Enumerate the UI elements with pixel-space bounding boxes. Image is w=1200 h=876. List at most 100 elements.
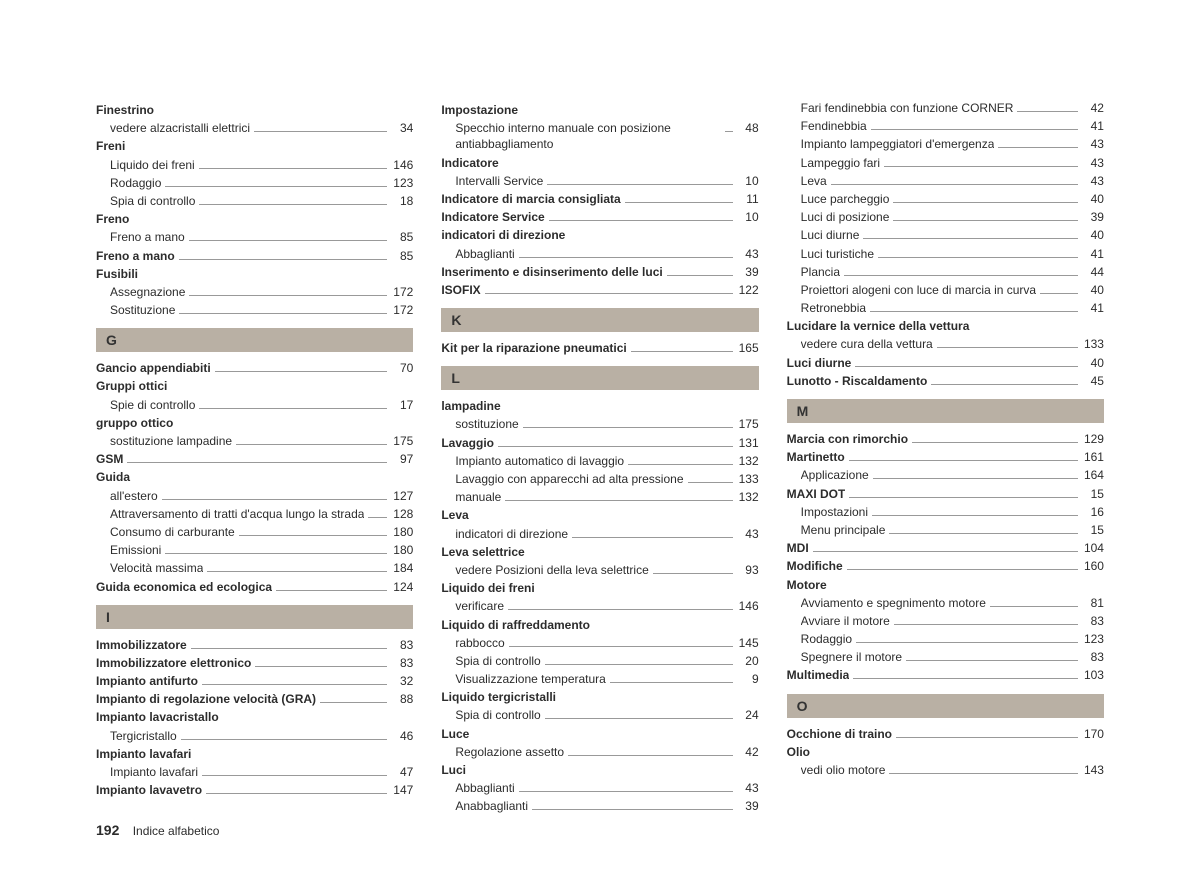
index-entry-page: 132 [737,489,759,505]
index-entry-page: 132 [737,453,759,469]
index-entry-page: 11 [737,191,759,207]
leader-line [849,460,1078,461]
leader-line [202,684,387,685]
index-entry-label: Leva [801,173,827,189]
index-entry-page: 17 [391,397,413,413]
index-entry-label: Gancio appendiabiti [96,360,211,376]
index-entry-label: Impostazioni [801,504,868,520]
leader-line [179,259,388,260]
index-entry-page: 104 [1082,540,1104,556]
index-entry: Freno a mano85 [96,248,413,264]
index-entry-page: 93 [737,562,759,578]
leader-line [320,702,387,703]
index-heading: Impostazione [441,102,758,118]
leader-line [199,168,388,169]
index-entry-page: 70 [391,360,413,376]
leader-line [509,646,733,647]
index-heading: Olio [787,744,1104,760]
index-heading: Luci [441,762,758,778]
index-entry-page: 85 [391,248,413,264]
leader-line [165,186,387,187]
index-entry-page: 175 [391,433,413,449]
page-footer: 192 Indice alfabetico [96,822,219,838]
index-entry: Immobilizzatore83 [96,637,413,653]
index-entry: Guida economica ed ecologica124 [96,579,413,595]
index-heading: Motore [787,577,1104,593]
index-entry: Impianto lavavetro147 [96,782,413,798]
index-entry: vedi olio motore143 [787,762,1104,778]
index-entry: Attraversamento di tratti d'acqua lungo … [96,506,413,522]
index-entry-page: 81 [1082,595,1104,611]
index-entry-page: 160 [1082,558,1104,574]
index-entry-label: Immobilizzatore [96,637,187,653]
index-entry: Impianto lampeggiatori d'emergenza43 [787,136,1104,152]
index-heading: Freno [96,211,413,227]
index-entry: Sostituzione172 [96,302,413,318]
index-entry-page: 15 [1082,522,1104,538]
index-entry-label: Spegnere il motore [801,649,902,665]
index-entry-page: 43 [737,526,759,542]
leader-line [856,642,1078,643]
index-entry: Visualizzazione temperatura9 [441,671,758,687]
index-entry-label: Indicatore Service [441,209,544,225]
leader-line [207,571,387,572]
leader-line [508,609,733,610]
index-entry-page: 143 [1082,762,1104,778]
index-entry-label: all'estero [110,488,158,504]
index-entry: Impianto automatico di lavaggio132 [441,453,758,469]
index-entry-label: Avviamento e spegnimento motore [801,595,986,611]
leader-line [202,775,387,776]
index-entry-label: Spia di controllo [110,193,195,209]
index-entry: manuale132 [441,489,758,505]
index-column-3: Fari fendinebbia con funzione CORNER42Fe… [787,100,1104,817]
index-entry-label: indicatori di direzione [455,526,568,542]
index-entry-label: sostituzione [455,416,518,432]
index-entry-page: 39 [737,264,759,280]
index-entry: MDI104 [787,540,1104,556]
leader-line [127,462,387,463]
index-entry: Gancio appendiabiti 70 [96,360,413,376]
index-entry-label: sostituzione lampadine [110,433,232,449]
index-entry-page: 41 [1082,246,1104,262]
leader-line [165,553,387,554]
leader-line [189,295,387,296]
index-entry-page: 133 [737,471,759,487]
leader-line [236,444,387,445]
index-entry-label: Emissioni [110,542,161,558]
leader-line [199,408,387,409]
index-entry: Spia di controllo24 [441,707,758,723]
leader-line [1040,293,1078,294]
leader-line [855,366,1078,367]
leader-line [1017,111,1078,112]
leader-line [893,220,1078,221]
leader-line [215,371,388,372]
index-entry-label: Freno a mano [110,229,185,245]
leader-line [872,515,1078,516]
index-entry-label: Specchio interno manuale con posizione a… [455,120,720,152]
index-entry-label: Fendinebbia [801,118,867,134]
index-entry-page: 43 [737,780,759,796]
index-entry: vedere alzacristalli elettrici34 [96,120,413,136]
index-entry-page: 123 [1082,631,1104,647]
index-heading: Fusibili [96,266,413,282]
leader-line [545,718,733,719]
index-entry-label: Spie di controllo [110,397,195,413]
index-entry: Luci di posizione39 [787,209,1104,225]
index-entry-page: 41 [1082,300,1104,316]
leader-line [519,257,733,258]
index-entry: Leva43 [787,173,1104,189]
leader-line [523,427,733,428]
index-entry-label: Indicatore di marcia consigliata [441,191,620,207]
index-entry-label: Inserimento e disinserimento delle luci [441,264,662,280]
index-entry-label: Occhione di traino [787,726,892,742]
index-entry-page: 45 [1082,373,1104,389]
index-heading: Freni [96,138,413,154]
index-entry: Multimedia103 [787,667,1104,683]
index-entry: all'estero127 [96,488,413,504]
index-entry: Impianto antifurto32 [96,673,413,689]
index-entry: Modifiche160 [787,558,1104,574]
index-entry-page: 39 [1082,209,1104,225]
index-heading: Lucidare la vernice della vettura [787,318,1104,334]
index-entry: vedere Posizioni della leva selettrice93 [441,562,758,578]
index-entry-page: 40 [1082,355,1104,371]
